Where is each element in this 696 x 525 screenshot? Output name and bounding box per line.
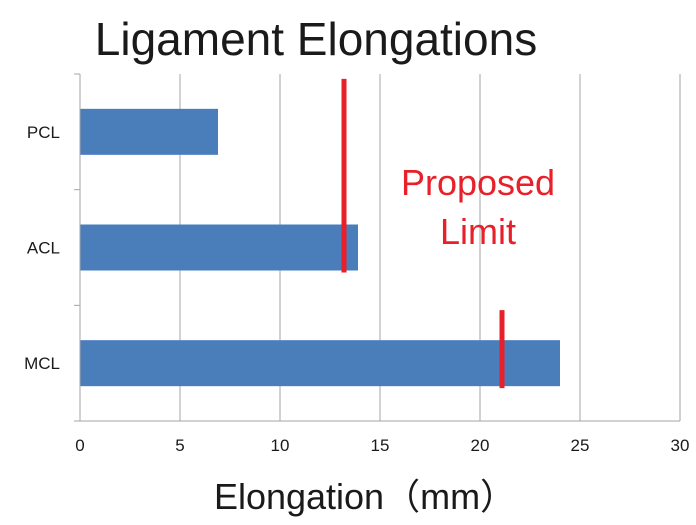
y-tick-label-acl: ACL bbox=[27, 239, 60, 258]
y-axis-ticks: PCL ACL MCL bbox=[24, 73, 80, 422]
x-tick-label-20: 20 bbox=[471, 436, 490, 455]
y-tick-label-pcl: PCL bbox=[27, 123, 60, 142]
annotation-proposed: Proposed bbox=[401, 162, 555, 203]
y-tick-label-mcl: MCL bbox=[24, 354, 60, 373]
x-tick-label-5: 5 bbox=[175, 436, 184, 455]
x-tick-label-10: 10 bbox=[271, 436, 290, 455]
x-tick-label-25: 25 bbox=[571, 436, 590, 455]
bar-acl bbox=[80, 224, 358, 271]
bar-mcl bbox=[80, 340, 560, 387]
x-axis-ticks: 0 5 10 15 20 25 30 bbox=[75, 436, 689, 455]
bar-pcl bbox=[80, 108, 218, 155]
chart-title: Ligament Elongations bbox=[94, 13, 538, 65]
x-tick-label-30: 30 bbox=[671, 436, 690, 455]
annotation-limit: Limit bbox=[440, 211, 516, 252]
x-tick-label-0: 0 bbox=[75, 436, 84, 455]
x-tick-label-15: 15 bbox=[371, 436, 390, 455]
bar-series bbox=[80, 108, 560, 387]
x-axis-title: Elongation（mm） bbox=[214, 476, 516, 517]
limit-markers bbox=[341, 78, 505, 389]
